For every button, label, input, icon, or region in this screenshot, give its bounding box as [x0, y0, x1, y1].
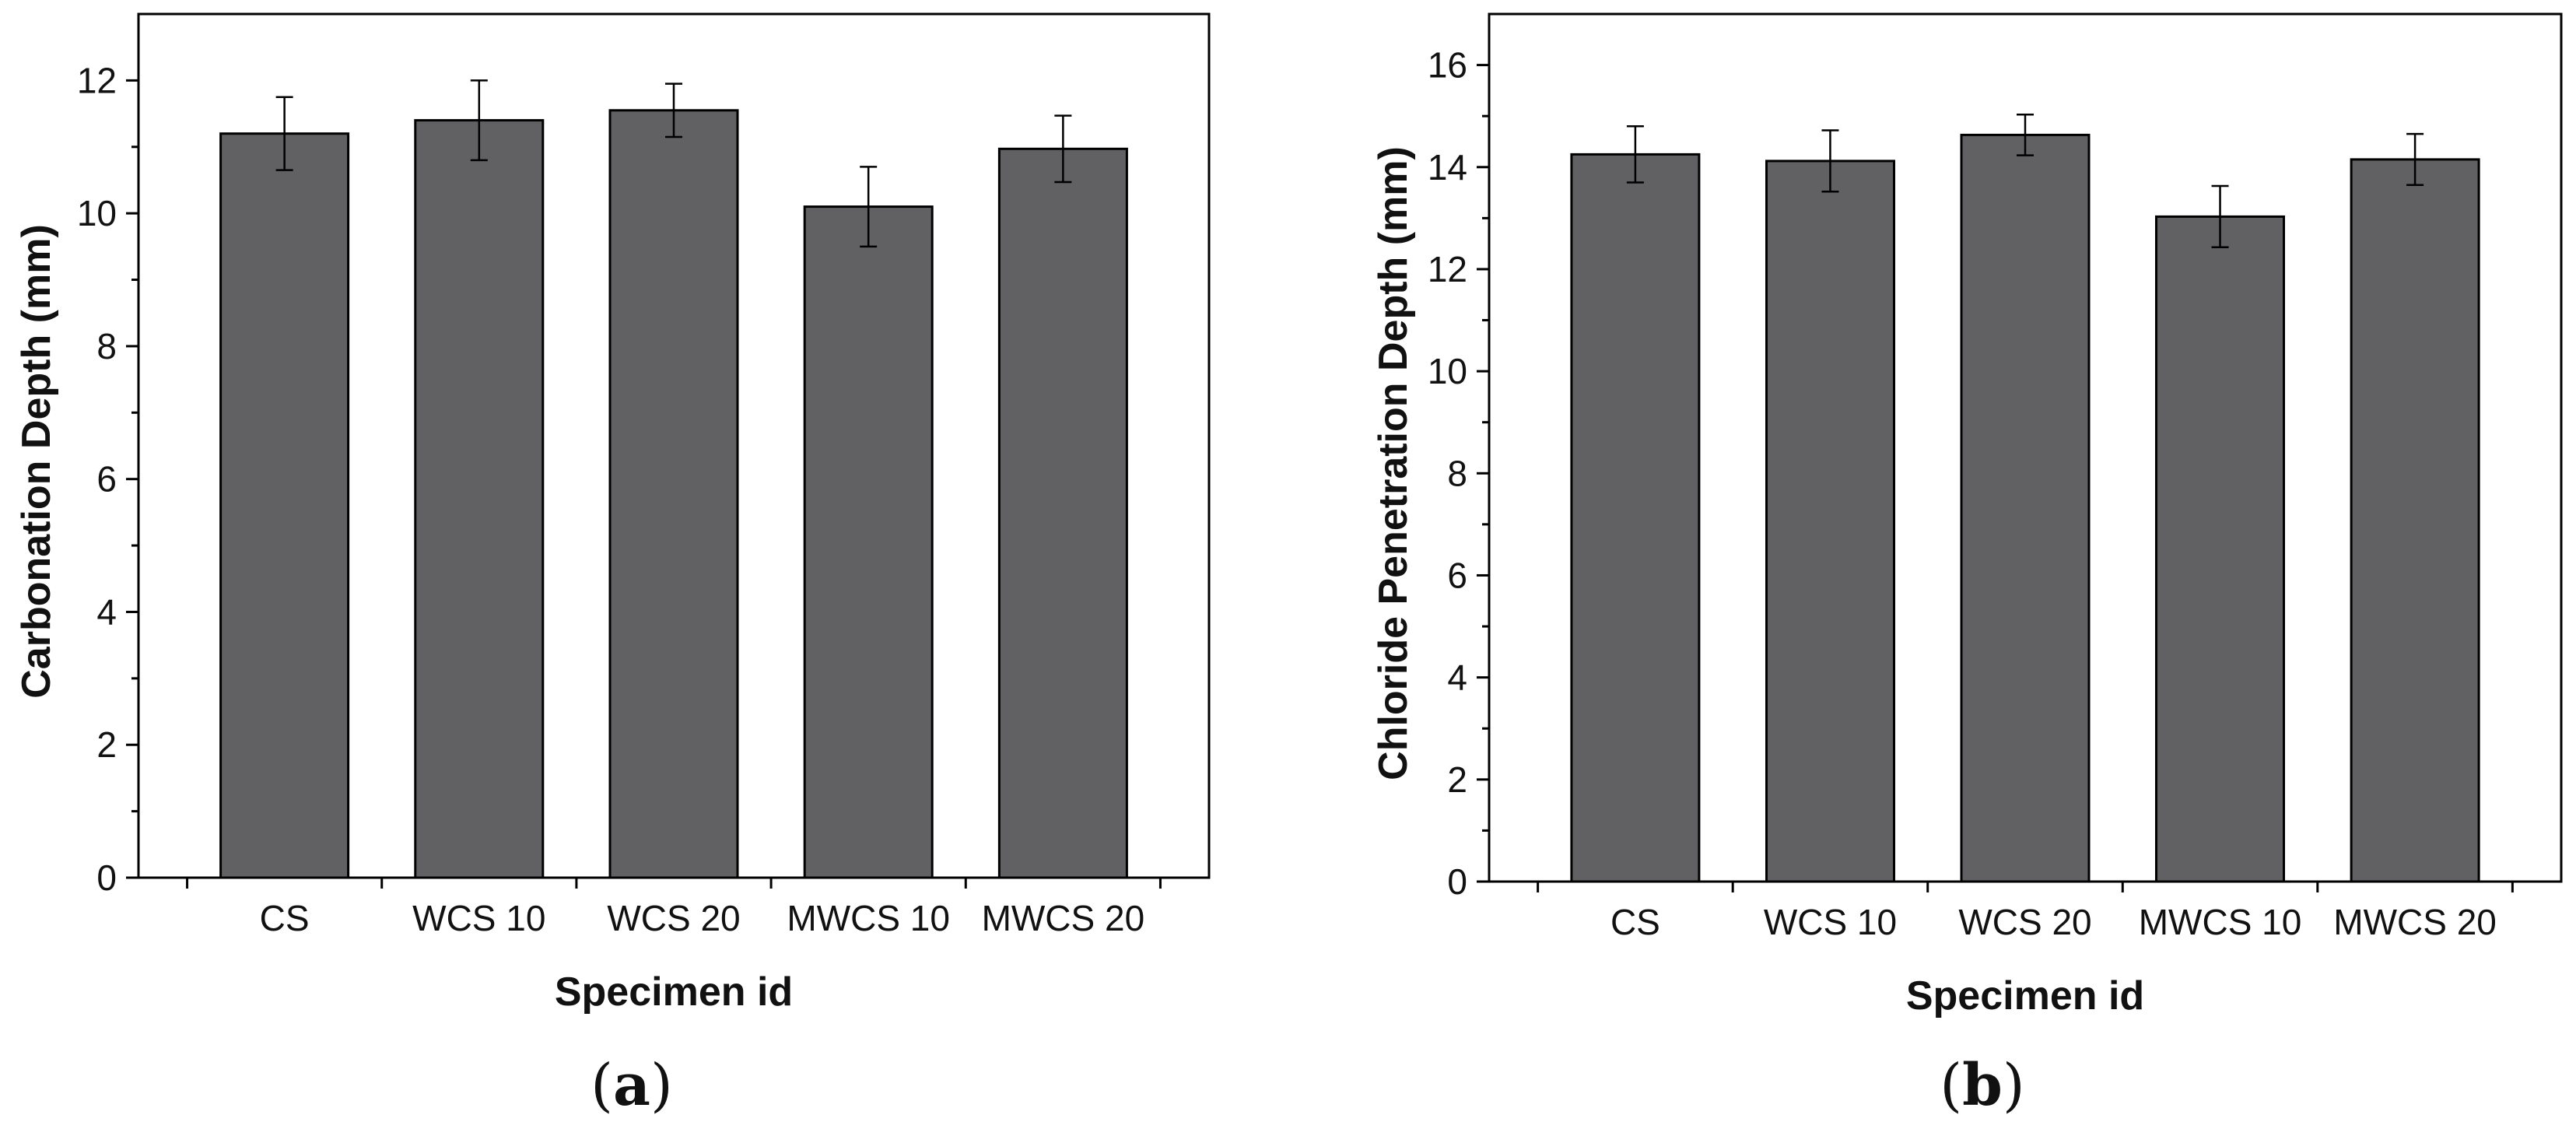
error-bar	[2017, 113, 2034, 156]
bar-wcs-20	[1960, 133, 2091, 883]
y-tick-label: 0	[1447, 861, 1467, 902]
x-tick-label: MWCS 10	[2139, 902, 2302, 942]
y-axis-title: Chloride Penetration Depth (mm)	[1371, 146, 1416, 780]
panel-label-b: (b)	[1940, 1052, 2025, 1119]
bar-mwcs-20	[2350, 158, 2480, 883]
error-bar	[275, 96, 293, 171]
y-tick-label: 4	[1447, 657, 1467, 698]
bar-wcs-20	[608, 109, 739, 879]
x-tick-label: WCS 10	[412, 898, 545, 938]
chart-carbonation-depth: 0 2 4 6 8 10 12 CS WCS 10 WCS 20 MWCS 10 MWCS 20 Spe…	[14, 12, 1211, 1015]
y-tick-label: 12	[77, 60, 117, 100]
bar-mwcs-20	[997, 147, 1128, 879]
y-tick-label: 12	[1428, 249, 1467, 289]
error-bar	[860, 166, 878, 248]
y-tick-label: 8	[96, 326, 117, 366]
error-bar	[1054, 114, 1072, 184]
plot-frame	[1488, 12, 2563, 883]
y-tick-label: 4	[96, 591, 117, 632]
panel-label-a: (a)	[591, 1052, 673, 1119]
y-tick-label: 0	[96, 857, 117, 898]
x-tick-label: CS	[260, 898, 310, 938]
plot-frame	[137, 12, 1211, 879]
chart-chloride-penetration-depth: 0 2 4 6 8 10 12 14 16 CS WCS 10 WCS 20 MWCS 10 MWCS 2…	[1371, 12, 2563, 1019]
error-bar	[1626, 125, 1644, 184]
error-bar	[470, 79, 488, 162]
x-tick-label: CS	[1610, 902, 1660, 942]
bar-mwcs-10	[803, 205, 934, 879]
y-tick-label: 10	[77, 193, 117, 233]
bar-wcs-10	[414, 119, 545, 879]
x-tick-label: MWCS 10	[787, 898, 950, 938]
x-tick-label: WCS 20	[607, 898, 740, 938]
error-bar	[2211, 184, 2229, 248]
y-tick-label: 14	[1428, 147, 1467, 188]
error-bar	[2406, 132, 2424, 186]
y-tick-label: 2	[1447, 759, 1467, 800]
y-tick-label: 6	[1447, 555, 1467, 595]
y-tick-label: 8	[1447, 453, 1467, 493]
bar-mwcs-10	[2155, 215, 2285, 883]
y-tick-label: 2	[96, 724, 117, 765]
bar-wcs-10	[1765, 160, 1895, 883]
y-tick-label: 16	[1428, 45, 1467, 86]
x-axis-title: Specimen id	[1906, 973, 2144, 1019]
x-tick-label: WCS 10	[1764, 902, 1897, 942]
y-tick-label: 6	[96, 459, 117, 500]
bar-cs	[1570, 153, 1701, 883]
x-tick-label: WCS 20	[1958, 902, 2091, 942]
x-axis-title: Specimen id	[555, 969, 793, 1015]
error-bar	[1821, 129, 1839, 193]
y-tick-label: 10	[1428, 351, 1467, 391]
x-tick-label: MWCS 20	[2333, 902, 2497, 942]
x-tick-label: MWCS 20	[982, 898, 1145, 938]
bar-cs	[219, 132, 350, 879]
y-axis-title: Carbonation Depth (mm)	[14, 224, 59, 699]
error-bar	[665, 82, 682, 138]
